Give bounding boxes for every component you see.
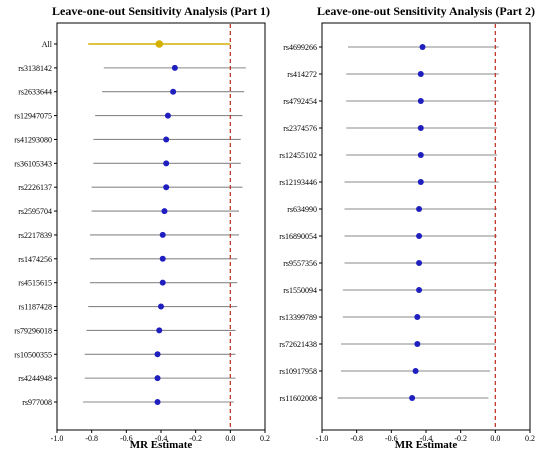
y-tick-label: rs634990	[287, 205, 317, 214]
y-tick-label: rs977008	[22, 398, 52, 407]
estimate-point	[164, 112, 171, 119]
estimate-point	[416, 233, 423, 239]
y-tick-label: rs79296018	[14, 326, 52, 335]
x-tick-label: 0.2	[525, 434, 535, 443]
x-tick-label: -1.0	[51, 434, 64, 443]
estimate-point	[414, 341, 421, 347]
y-tick-label: rs1550094	[283, 286, 317, 295]
estimate-point	[412, 368, 419, 374]
estimate-point	[417, 71, 424, 77]
x-axis-label: MR Estimate	[395, 439, 458, 451]
y-tick-label: rs4699266	[283, 43, 317, 52]
estimate-point	[161, 208, 168, 215]
y-tick-label: rs4515615	[18, 279, 52, 288]
y-tick-label: rs3138142	[18, 64, 52, 73]
y-tick-label: rs1474256	[18, 255, 52, 264]
y-tick-label: rs12455102	[279, 151, 317, 160]
y-tick-label: rs12947075	[14, 112, 52, 121]
y-tick-label: rs41293080	[14, 135, 52, 144]
x-tick-label: 0.0	[225, 434, 235, 443]
y-tick-label: rs10500355	[14, 350, 52, 359]
y-tick-label: rs9557356	[283, 259, 317, 268]
estimate-point	[158, 303, 164, 310]
estimate-point	[417, 179, 424, 185]
x-tick-label: -0.8	[350, 434, 363, 443]
y-tick-label: rs11602008	[280, 394, 317, 403]
x-tick-label: -0.2	[454, 434, 467, 443]
y-tick-label: rs1187428	[19, 303, 52, 312]
y-tick-label: rs12193446	[279, 178, 317, 187]
estimate-point	[170, 88, 177, 95]
plot-frame	[56, 22, 266, 431]
plot-frame	[321, 22, 531, 431]
x-tick-label: -0.6	[385, 434, 398, 443]
y-tick-label: rs2633644	[18, 88, 52, 97]
estimate-point	[419, 44, 426, 50]
x-tick-label: 0.2	[260, 434, 270, 443]
estimate-point	[414, 314, 421, 320]
y-tick-label: rs36105343	[14, 159, 52, 168]
estimate-point	[163, 160, 170, 167]
estimate-point	[163, 136, 170, 143]
estimate-point	[416, 206, 423, 212]
y-tick-label: rs4792454	[283, 97, 317, 106]
estimate-point	[159, 279, 166, 286]
estimate-point	[171, 64, 178, 71]
forest-panel-part1: Leave-one-out Sensitivity Analysis (Part…	[14, 4, 270, 451]
x-tick-label: -0.4	[420, 434, 433, 443]
y-tick-label: rs10917958	[279, 367, 317, 376]
y-tick-label: rs414272	[287, 70, 317, 79]
estimate-point	[159, 231, 166, 238]
estimate-point	[163, 184, 170, 191]
x-tick-label: -1.0	[316, 434, 329, 443]
y-tick-label: rs13399789	[279, 313, 317, 322]
estimate-point	[416, 287, 423, 293]
y-tick-label: rs4244948	[18, 374, 52, 383]
estimate-point	[156, 327, 163, 334]
estimate-point	[409, 395, 416, 401]
y-tick-label: All	[42, 40, 53, 49]
chart-title: Leave-one-out Sensitivity Analysis (Part…	[317, 4, 535, 18]
y-tick-label: rs2374576	[283, 124, 317, 133]
y-tick-label: rs16890054	[279, 232, 317, 241]
estimate-point	[417, 125, 424, 131]
y-tick-label: rs2595704	[18, 207, 52, 216]
y-tick-label: rs72621438	[279, 340, 317, 349]
y-tick-label: rs2226137	[18, 183, 52, 192]
estimate-point	[416, 260, 423, 266]
x-tick-label: -0.4	[155, 434, 168, 443]
estimate-point	[417, 98, 424, 104]
estimate-point	[159, 255, 166, 262]
forest-panel-part2: Leave-one-out Sensitivity Analysis (Part…	[279, 4, 535, 451]
estimate-point	[154, 351, 161, 358]
x-tick-label: 0.0	[490, 434, 500, 443]
estimate-point	[154, 375, 161, 382]
x-tick-label: -0.8	[85, 434, 98, 443]
y-tick-label: rs2217839	[18, 231, 52, 240]
estimate-point	[417, 152, 424, 158]
x-tick-label: -0.6	[120, 434, 133, 443]
x-axis-label: MR Estimate	[130, 439, 193, 451]
chart-title: Leave-one-out Sensitivity Analysis (Part…	[52, 4, 270, 18]
x-tick-label: -0.2	[189, 434, 202, 443]
estimate-point	[154, 399, 161, 405]
summary-point	[155, 40, 164, 48]
